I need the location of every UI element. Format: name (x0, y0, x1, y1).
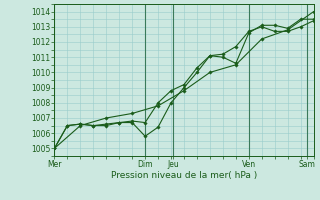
X-axis label: Pression niveau de la mer( hPa ): Pression niveau de la mer( hPa ) (111, 171, 257, 180)
